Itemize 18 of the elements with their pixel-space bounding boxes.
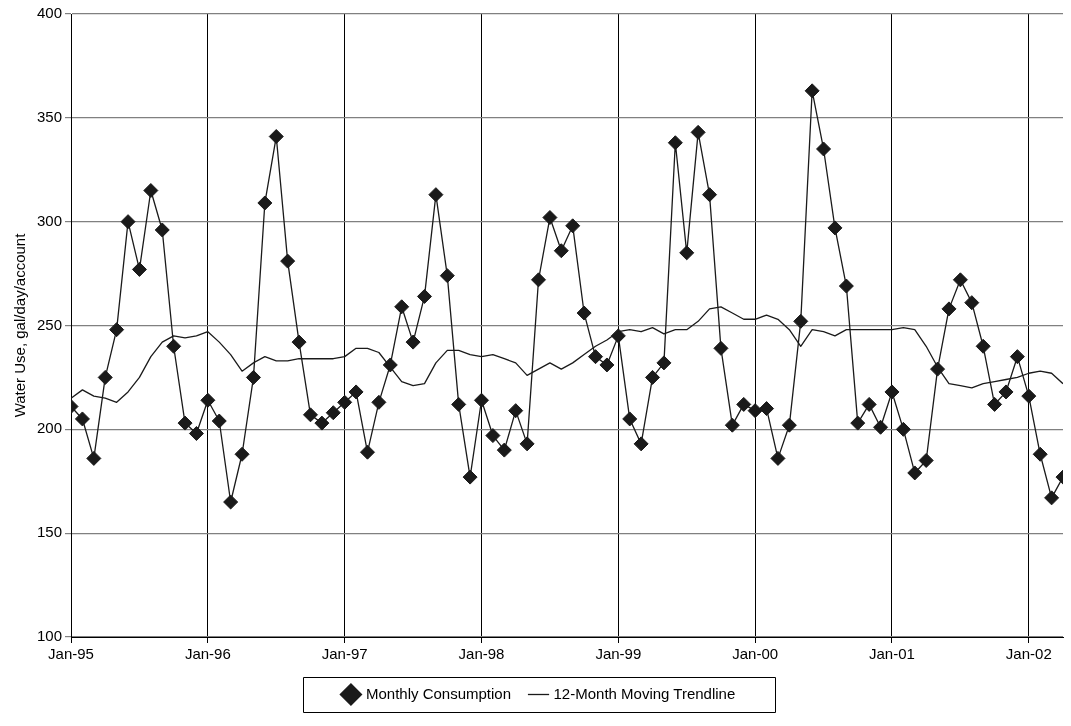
y-tick-label: 100 [37, 627, 63, 645]
x-tick-label: Jan-97 [321, 645, 368, 663]
y-tick-label: 400 [37, 4, 63, 22]
y-tick-label: 300 [37, 211, 63, 229]
y-tick-label: 250 [37, 315, 63, 333]
y-tick-label: 200 [37, 419, 63, 437]
y-tick-label: 350 [37, 107, 63, 125]
legend-label: 12-Month Moving Trendline [553, 684, 736, 702]
x-tick-label: Jan-00 [732, 645, 779, 663]
x-tick-label: Jan-98 [458, 645, 505, 663]
y-axis-title: Water Use, gal/day/account [11, 232, 29, 418]
x-tick-label: Jan-01 [869, 645, 915, 663]
x-tick-label: Jan-02 [1005, 645, 1052, 663]
x-tick-label: Jan-95 [48, 645, 94, 663]
x-tick-label: Jan-96 [184, 645, 231, 663]
y-tick-label: 150 [37, 523, 63, 541]
legend-label: Monthly Consumption [365, 684, 512, 702]
x-tick-label: Jan-99 [595, 645, 642, 663]
